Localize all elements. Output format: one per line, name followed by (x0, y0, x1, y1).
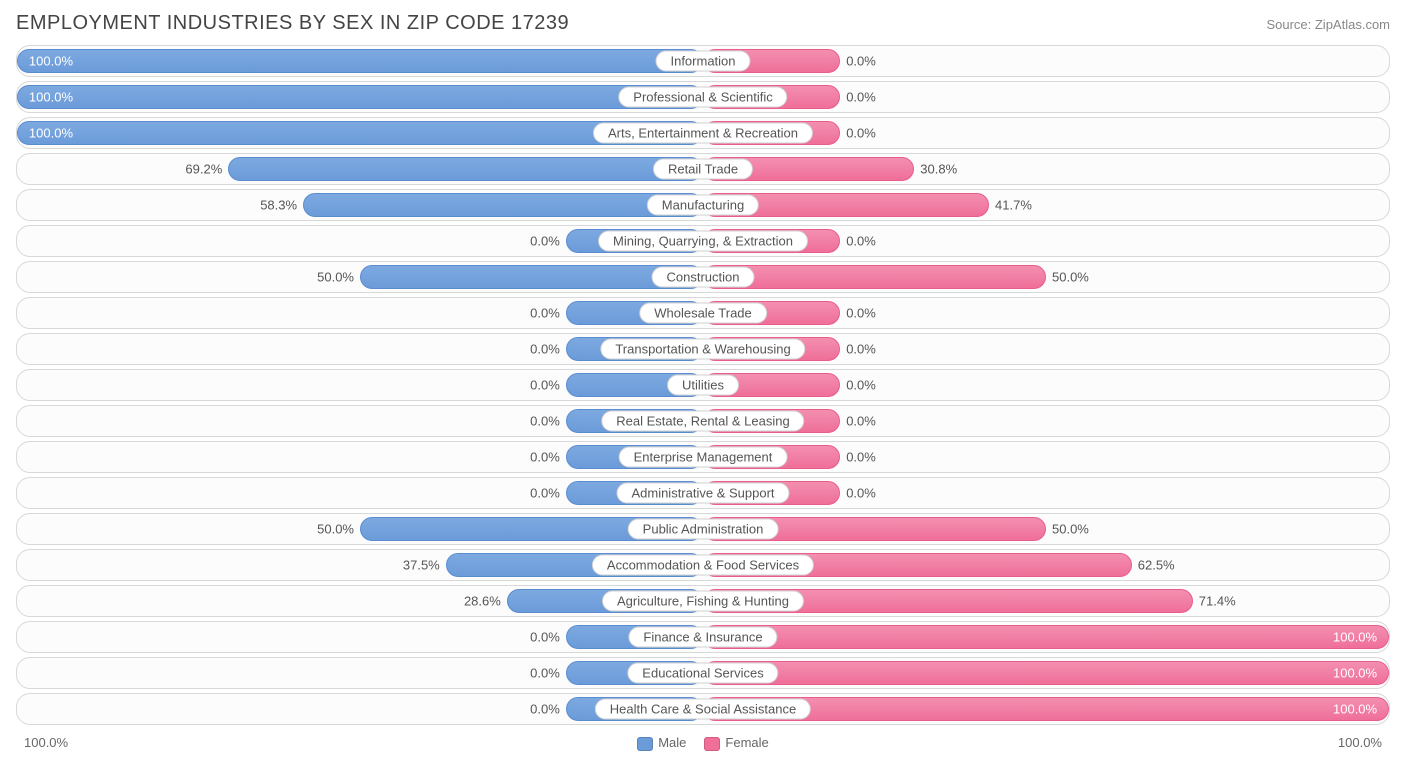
chart-source: Source: ZipAtlas.com (1266, 17, 1390, 32)
male-pct-label: 0.0% (530, 414, 560, 429)
bar-row: 0.0% 100.0% Finance & Insurance (16, 621, 1390, 653)
male-pct-label: 50.0% (317, 270, 354, 285)
female-pct-label: 0.0% (846, 54, 876, 69)
male-pct-label: 100.0% (29, 54, 73, 69)
bar-row: 0.0% 0.0% Wholesale Trade (16, 297, 1390, 329)
bar-row: 28.6% 71.4% Agriculture, Fishing & Hunting (16, 585, 1390, 617)
category-label: Real Estate, Rental & Leasing (601, 411, 804, 432)
male-pct-label: 37.5% (403, 558, 440, 573)
male-bar (17, 85, 703, 109)
bar-row: 100.0% 0.0% Arts, Entertainment & Recreati… (16, 117, 1390, 149)
male-bar (303, 193, 703, 217)
bar-row: 0.0% 0.0% Real Estate, Rental & Leasing (16, 405, 1390, 437)
male-pct-label: 0.0% (530, 666, 560, 681)
category-label: Utilities (667, 375, 739, 396)
legend-female: Female (704, 735, 768, 751)
category-label: Wholesale Trade (639, 303, 767, 324)
bar-row: 0.0% 0.0% Transportation & Warehousing (16, 333, 1390, 365)
diverging-bar-chart: 100.0% 0.0% Information 100.0% 0.0% Professio… (16, 45, 1390, 725)
female-pct-label: 41.7% (995, 198, 1032, 213)
category-label: Professional & Scientific (618, 87, 787, 108)
chart-footer: 100.0% Male Female 100.0% (16, 729, 1390, 751)
female-pct-label: 0.0% (846, 306, 876, 321)
female-pct-label: 100.0% (1333, 666, 1377, 681)
female-pct-label: 0.0% (846, 414, 876, 429)
category-label: Agriculture, Fishing & Hunting (602, 591, 804, 612)
category-label: Educational Services (627, 663, 778, 684)
female-bar (703, 661, 1389, 685)
bar-row: 0.0% 0.0% Administrative & Support (16, 477, 1390, 509)
female-pct-label: 100.0% (1333, 630, 1377, 645)
male-pct-label: 0.0% (530, 306, 560, 321)
male-pct-label: 0.0% (530, 450, 560, 465)
male-pct-label: 0.0% (530, 486, 560, 501)
female-pct-label: 50.0% (1052, 522, 1089, 537)
bar-row: 0.0% 0.0% Mining, Quarrying, & Extraction (16, 225, 1390, 257)
male-pct-label: 0.0% (530, 702, 560, 717)
male-swatch-icon (637, 737, 653, 751)
male-bar (17, 49, 703, 73)
category-label: Public Administration (628, 519, 779, 540)
category-label: Enterprise Management (619, 447, 788, 468)
bar-row: 58.3% 41.7% Manufacturing (16, 189, 1390, 221)
bar-row: 37.5% 62.5% Accommodation & Food Services (16, 549, 1390, 581)
category-label: Information (655, 51, 750, 72)
bar-row: 50.0% 50.0% Public Administration (16, 513, 1390, 545)
axis-left-label: 100.0% (24, 735, 68, 750)
legend: Male Female (637, 735, 769, 751)
bar-row: 69.2% 30.8% Retail Trade (16, 153, 1390, 185)
category-label: Finance & Insurance (628, 627, 777, 648)
male-pct-label: 50.0% (317, 522, 354, 537)
female-pct-label: 0.0% (846, 378, 876, 393)
male-pct-label: 100.0% (29, 126, 73, 141)
male-pct-label: 0.0% (530, 234, 560, 249)
female-bar (703, 625, 1389, 649)
category-label: Mining, Quarrying, & Extraction (598, 231, 808, 252)
male-pct-label: 0.0% (530, 630, 560, 645)
female-pct-label: 50.0% (1052, 270, 1089, 285)
male-pct-label: 0.0% (530, 342, 560, 357)
bar-row: 100.0% 0.0% Professional & Scientific (16, 81, 1390, 113)
axis-right-label: 100.0% (1338, 735, 1382, 750)
female-pct-label: 0.0% (846, 486, 876, 501)
category-label: Administrative & Support (616, 483, 789, 504)
male-bar (228, 157, 703, 181)
bar-row: 0.0% 0.0% Utilities (16, 369, 1390, 401)
female-pct-label: 100.0% (1333, 702, 1377, 717)
category-label: Transportation & Warehousing (600, 339, 805, 360)
male-pct-label: 0.0% (530, 378, 560, 393)
category-label: Manufacturing (647, 195, 759, 216)
legend-male: Male (637, 735, 686, 751)
male-pct-label: 69.2% (185, 162, 222, 177)
bar-row: 0.0% 100.0% Health Care & Social Assistanc… (16, 693, 1390, 725)
category-label: Accommodation & Food Services (592, 555, 814, 576)
chart-header: EMPLOYMENT INDUSTRIES BY SEX IN ZIP CODE… (16, 12, 1390, 35)
bar-row: 100.0% 0.0% Information (16, 45, 1390, 77)
female-pct-label: 62.5% (1138, 558, 1175, 573)
male-pct-label: 100.0% (29, 90, 73, 105)
bar-row: 50.0% 50.0% Construction (16, 261, 1390, 293)
category-label: Health Care & Social Assistance (595, 699, 811, 720)
female-pct-label: 30.8% (920, 162, 957, 177)
female-pct-label: 0.0% (846, 234, 876, 249)
male-pct-label: 28.6% (464, 594, 501, 609)
female-pct-label: 0.0% (846, 450, 876, 465)
category-label: Retail Trade (653, 159, 753, 180)
chart-title: EMPLOYMENT INDUSTRIES BY SEX IN ZIP CODE… (16, 12, 569, 35)
female-pct-label: 0.0% (846, 90, 876, 105)
bar-row: 0.0% 0.0% Enterprise Management (16, 441, 1390, 473)
category-label: Arts, Entertainment & Recreation (593, 123, 813, 144)
male-pct-label: 58.3% (260, 198, 297, 213)
female-pct-label: 0.0% (846, 342, 876, 357)
female-pct-label: 0.0% (846, 126, 876, 141)
female-pct-label: 71.4% (1199, 594, 1236, 609)
bar-row: 0.0% 100.0% Educational Services (16, 657, 1390, 689)
category-label: Construction (652, 267, 755, 288)
female-swatch-icon (704, 737, 720, 751)
